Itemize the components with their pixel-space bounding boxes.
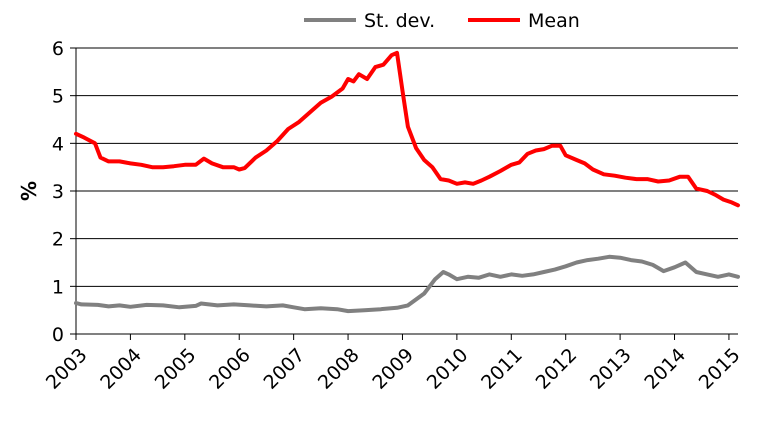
y-tick-label: 5 [52, 86, 64, 108]
x-tick-label: 2008 [314, 344, 364, 394]
x-tick-label: 2010 [423, 344, 473, 394]
legend-label-mean: Mean [528, 10, 580, 32]
x-tick-label: 2006 [205, 344, 255, 394]
x-tick-label: 2015 [695, 344, 745, 394]
series-line-mean [74, 50, 740, 208]
x-tick-label: 2011 [477, 344, 527, 394]
y-axis-ticks: 0 1 2 3 4 5 6 [52, 38, 76, 346]
x-tick-label: 2013 [586, 344, 636, 394]
y-tick-label: 2 [52, 229, 64, 251]
x-tick-label: 2005 [151, 344, 201, 394]
y-tick-label: 6 [52, 38, 64, 60]
x-tick-label: 2003 [42, 344, 92, 394]
x-axis-ticks: 2003 2004 2005 2006 2007 2008 2009 2010 2011 2012… [42, 334, 745, 394]
x-tick-label: 2004 [96, 344, 146, 394]
legend-label-st-dev: St. dev. [364, 10, 435, 32]
series-line-st-dev [74, 254, 740, 314]
axes [75, 48, 738, 335]
y-axis-label: % [17, 181, 41, 201]
gridlines [76, 47, 738, 287]
legend: St. dev. Mean [304, 10, 580, 32]
x-tick-label: 2007 [260, 344, 310, 394]
x-tick-label: 2014 [640, 344, 690, 394]
y-tick-label: 0 [52, 324, 64, 346]
y-tick-label: 3 [52, 181, 64, 203]
series-lines [74, 50, 740, 314]
x-tick-label: 2009 [368, 344, 418, 394]
x-tick-label: 2012 [532, 344, 582, 394]
y-tick-label: 4 [52, 133, 64, 155]
y-tick-label: 1 [52, 276, 64, 298]
